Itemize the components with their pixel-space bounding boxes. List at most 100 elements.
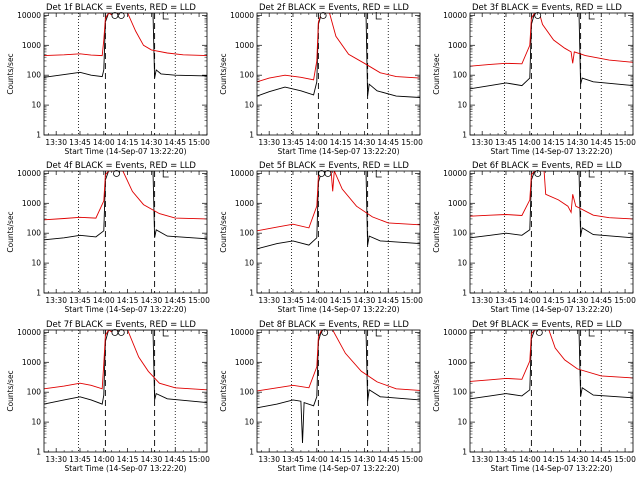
l-marker [375,170,382,178]
attenuator-marker [113,170,120,177]
events-series-line [44,13,207,79]
x-tick-label: 14:30 [354,296,376,305]
x-tick-label: 14:15 [330,296,352,305]
y-tick-label: 100 [453,388,468,397]
l-marker [588,170,595,178]
chart-title: Det 2f BLACK = Events, RED = LLD [259,3,409,13]
lld-series-line [470,330,633,382]
x-tick-label: 14:15 [330,138,352,147]
y-tick-label: 10 [457,101,467,110]
chart-panel-6: Det 6f BLACK = Events, RED = LLD 1 10 100 10… [432,161,636,314]
chart-title: Det 6f BLACK = Events, RED = LLD [472,161,622,171]
x-tick-label: 15:00 [188,296,210,305]
y-tick-label: 10000 [17,169,41,178]
y-tick-label: 100 [240,388,255,397]
x-axis-label: Start Time (14-Sep-07 13:22:20) [491,464,613,473]
x-tick-label: 14:00 [306,296,328,305]
x-tick-label: 14:00 [519,138,541,147]
x-tick-label: 14:15 [543,138,565,147]
y-tick-label: 10000 [443,11,467,20]
attenuator-marker [534,170,542,177]
x-tick-label: 14:45 [590,138,612,147]
x-tick-label: 14:00 [93,138,115,147]
x-tick-label: 13:45 [495,138,517,147]
x-tick-label: 14:00 [306,138,328,147]
chart-title: Det 7f BLACK = Events, RED = LLD [46,320,196,330]
x-tick-label: 14:30 [567,138,589,147]
x-tick-label: 14:00 [519,455,541,464]
y-tick-label: 1 [249,131,254,140]
y-tick-label: 10 [457,259,467,268]
lld-series-line [257,330,420,392]
y-tick-label: 1000 [448,199,467,208]
chart-title: Det 5f BLACK = Events, RED = LLD [259,161,409,171]
events-series-line [257,171,420,250]
l-marker [375,12,382,20]
x-tick-label: 13:30 [45,138,67,147]
y-axis-label: Counts/sec [432,53,441,94]
x-tick-label: 13:45 [495,455,517,464]
y-tick-label: 1 [249,289,254,298]
x-tick-label: 14:15 [117,138,139,147]
x-tick-label: 13:30 [45,455,67,464]
y-tick-label: 1000 [448,358,467,367]
y-axis-label: Counts/sec [6,370,15,411]
panel-grid: Det 1f BLACK = Events, RED = LLD 1 10 100 10… [6,3,636,473]
y-tick-label: 1 [36,131,41,140]
x-tick-label: 15:00 [188,138,210,147]
y-tick-label: 10 [31,418,41,427]
x-tick-label: 14:30 [141,296,163,305]
x-tick-label: 13:30 [471,455,493,464]
lld-series-line [44,171,207,221]
x-tick-label: 14:00 [93,455,115,464]
plot-frame [469,12,634,136]
x-axis-label: Start Time (14-Sep-07 13:22:20) [278,147,400,156]
chart-panel-7: Det 7f BLACK = Events, RED = LLD 1 10 100 10… [6,320,210,473]
x-axis-label: Start Time (14-Sep-07 13:22:20) [491,305,613,314]
plot-frame [43,329,208,453]
y-tick-label: 10 [244,259,254,268]
x-tick-label: 13:30 [258,138,280,147]
y-tick-label: 100 [240,229,255,238]
y-axis-label: Counts/sec [6,53,15,94]
y-axis-label: Counts/sec [432,370,441,411]
y-tick-label: 1 [36,289,41,298]
y-tick-label: 10000 [230,169,254,178]
chart-panel-4: Det 4f BLACK = Events, RED = LLD 1 10 100 10… [6,161,210,314]
events-series-line [470,13,633,90]
x-tick-label: 13:30 [471,296,493,305]
y-tick-label: 1 [249,448,254,457]
y-tick-label: 10 [244,101,254,110]
y-tick-label: 10000 [443,169,467,178]
x-tick-label: 14:45 [377,455,399,464]
chart-panel-3: Det 3f BLACK = Events, RED = LLD 1 10 100 10… [432,3,636,156]
l-marker [588,329,595,337]
l-marker [162,170,169,178]
l-marker [162,329,169,337]
y-tick-label: 10 [244,418,254,427]
y-axis-label: Counts/sec [6,211,15,252]
chart-panel-5: Det 5f BLACK = Events, RED = LLD 1 10 100 10… [219,161,423,314]
lld-series-line [257,13,420,83]
events-series-line [470,330,633,400]
x-tick-label: 14:45 [164,455,186,464]
chart-panel-2: Det 2f BLACK = Events, RED = LLD 1 10 100 10… [219,3,423,156]
attenuator-marker [534,12,542,19]
y-tick-label: 1 [462,131,467,140]
x-tick-label: 13:45 [282,455,304,464]
x-axis-label: Start Time (14-Sep-07 13:22:20) [65,305,187,314]
x-axis-label: Start Time (14-Sep-07 13:22:20) [491,147,613,156]
x-tick-label: 14:45 [164,296,186,305]
plot-frame [469,329,634,453]
x-tick-label: 15:00 [614,138,636,147]
x-tick-label: 14:45 [377,296,399,305]
y-tick-label: 100 [240,71,255,80]
y-tick-label: 10 [31,259,41,268]
x-tick-label: 14:00 [93,296,115,305]
lld-series-line [470,171,633,220]
x-tick-label: 13:30 [258,455,280,464]
y-tick-label: 1000 [235,41,254,50]
x-tick-label: 14:30 [141,138,163,147]
y-tick-label: 10 [31,101,41,110]
l-marker [588,12,595,20]
